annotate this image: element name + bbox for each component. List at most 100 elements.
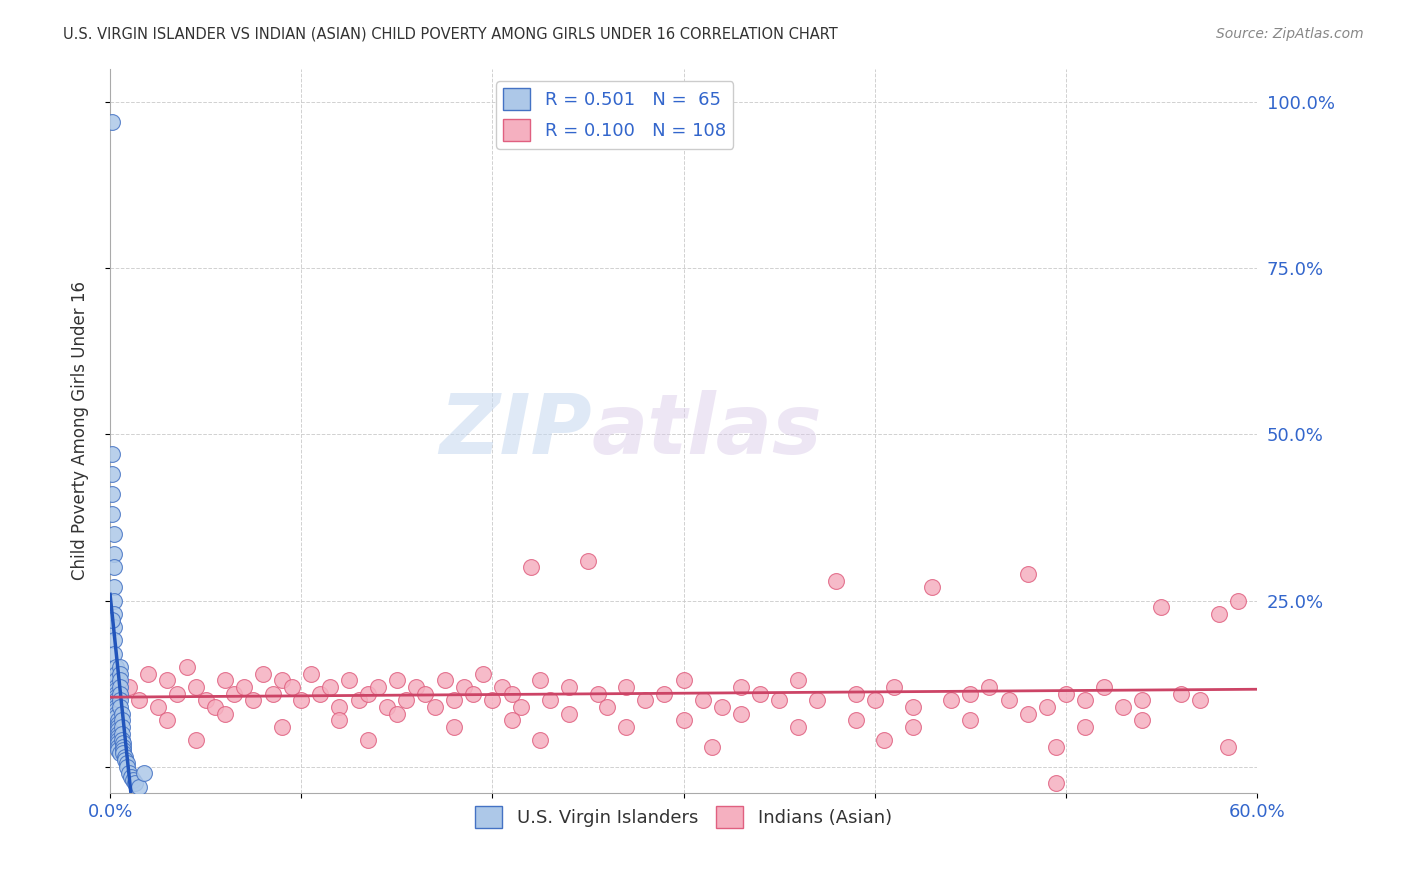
Point [176, 660, 198, 674]
Point [433, 673, 456, 688]
Point [1208, 607, 1230, 621]
Point [710, 699, 733, 714]
Point [104, 687, 127, 701]
Point [110, 726, 132, 740]
Point [1130, 693, 1153, 707]
Point [101, 614, 124, 628]
Point [395, 693, 418, 707]
Point [328, 713, 350, 727]
Point [128, 780, 150, 794]
Point [107, 733, 129, 747]
Point [672, 713, 695, 727]
Point [883, 680, 905, 694]
Point [107, 716, 129, 731]
Point [453, 680, 475, 694]
Point [576, 553, 599, 567]
Point [117, 756, 139, 771]
Point [443, 693, 465, 707]
Point [103, 593, 125, 607]
Point [558, 680, 581, 694]
Point [1054, 687, 1077, 701]
Point [262, 687, 284, 701]
Point [104, 680, 127, 694]
Point [108, 680, 131, 694]
Point [107, 723, 129, 738]
Y-axis label: Child Poverty Among Girls Under 16: Child Poverty Among Girls Under 16 [72, 282, 89, 581]
Point [122, 772, 145, 787]
Point [471, 666, 494, 681]
Point [959, 713, 981, 727]
Point [845, 713, 868, 727]
Point [491, 680, 513, 694]
Point [107, 730, 129, 744]
Legend: U.S. Virgin Islanders, Indians (Asian): U.S. Virgin Islanders, Indians (Asian) [468, 798, 898, 835]
Point [1017, 566, 1039, 581]
Point [112, 739, 135, 754]
Point [156, 713, 179, 727]
Point [104, 673, 127, 688]
Point [596, 699, 619, 714]
Point [112, 736, 135, 750]
Point [112, 747, 135, 761]
Point [214, 706, 236, 721]
Point [104, 710, 127, 724]
Point [501, 713, 523, 727]
Point [108, 693, 131, 707]
Point [959, 687, 981, 701]
Point [1035, 699, 1057, 714]
Point [101, 114, 124, 128]
Point [347, 693, 370, 707]
Text: Source: ZipAtlas.com: Source: ZipAtlas.com [1216, 27, 1364, 41]
Point [367, 680, 389, 694]
Point [252, 666, 274, 681]
Point [768, 693, 790, 707]
Point [501, 687, 523, 701]
Point [114, 749, 136, 764]
Point [103, 620, 125, 634]
Point [941, 693, 963, 707]
Point [1218, 739, 1240, 754]
Point [1170, 687, 1192, 701]
Point [242, 693, 264, 707]
Text: ZIP: ZIP [439, 391, 592, 472]
Point [702, 739, 724, 754]
Point [108, 666, 131, 681]
Point [845, 687, 868, 701]
Point [184, 733, 207, 747]
Point [1130, 713, 1153, 727]
Point [921, 580, 943, 594]
Point [510, 699, 533, 714]
Point [107, 736, 129, 750]
Point [232, 680, 254, 694]
Point [104, 706, 127, 721]
Point [107, 713, 129, 727]
Point [156, 673, 179, 688]
Point [415, 687, 437, 701]
Point [104, 693, 127, 707]
Point [112, 743, 135, 757]
Point [787, 720, 810, 734]
Point [120, 770, 142, 784]
Point [101, 487, 124, 501]
Point [204, 699, 226, 714]
Point [107, 720, 129, 734]
Point [385, 706, 408, 721]
Point [730, 706, 752, 721]
Point [1112, 699, 1135, 714]
Point [108, 687, 131, 701]
Point [997, 693, 1019, 707]
Point [873, 733, 896, 747]
Point [136, 666, 159, 681]
Point [103, 560, 125, 574]
Point [1017, 706, 1039, 721]
Point [825, 574, 848, 588]
Point [1045, 776, 1067, 790]
Point [101, 467, 124, 482]
Point [103, 527, 125, 541]
Text: U.S. VIRGIN ISLANDER VS INDIAN (ASIAN) CHILD POVERTY AMONG GIRLS UNDER 16 CORREL: U.S. VIRGIN ISLANDER VS INDIAN (ASIAN) C… [63, 27, 838, 42]
Point [481, 693, 503, 707]
Point [1150, 600, 1173, 615]
Point [110, 713, 132, 727]
Point [749, 687, 772, 701]
Point [104, 683, 127, 698]
